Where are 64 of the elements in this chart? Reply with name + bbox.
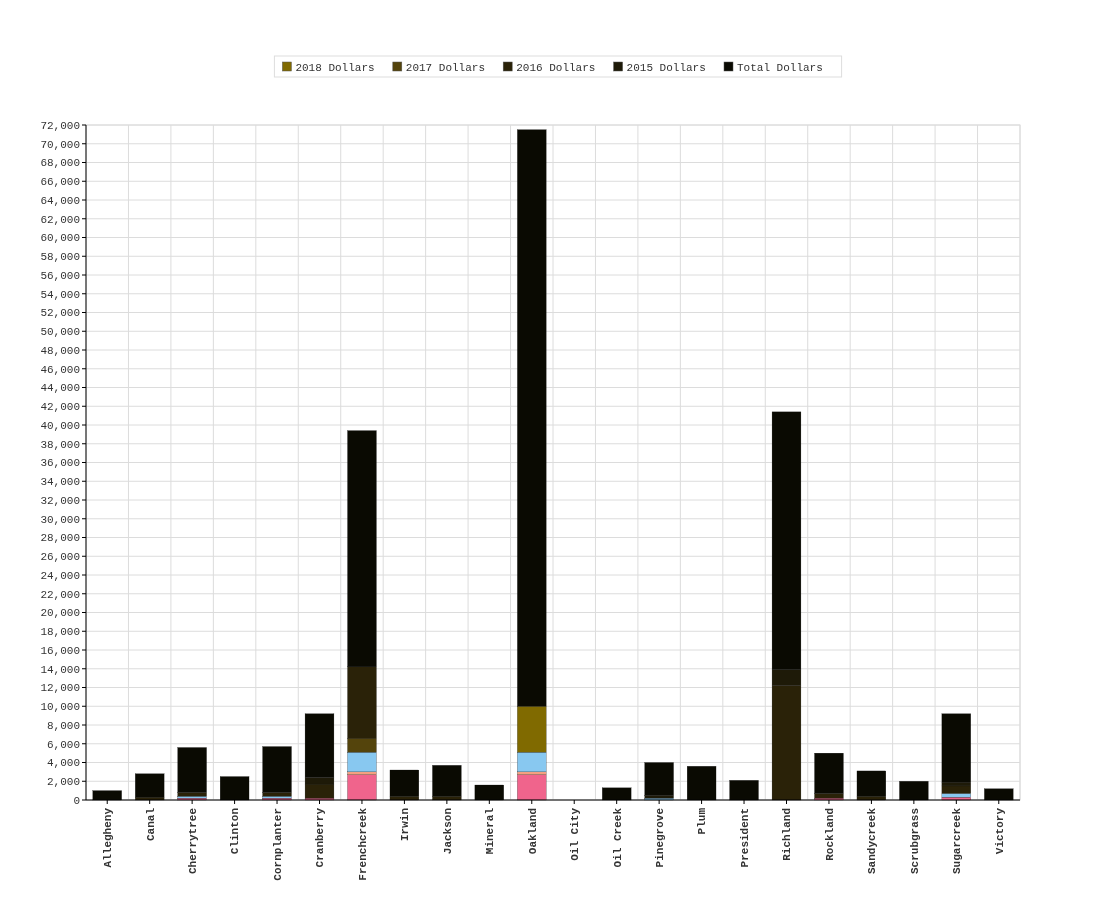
legend-label: 2018 Dollars (295, 61, 375, 74)
y-tick-label: 24,000 (40, 569, 80, 582)
y-tick-label: 36,000 (40, 457, 80, 470)
y-tick-label: 4,000 (46, 757, 80, 770)
y-tick-label: 72,000 (40, 119, 80, 132)
x-tick-label: Rockland (823, 808, 836, 861)
x-tick-label: Oakland (526, 808, 539, 855)
y-tick-label: 20,000 (40, 607, 80, 620)
y-tick-label: 68,000 (40, 157, 80, 170)
y-tick-label: 16,000 (40, 644, 80, 657)
legend-label: 2016 Dollars (516, 61, 596, 74)
x-tick-label: President (738, 808, 751, 868)
x-tick-label: Pinegrove (653, 807, 666, 868)
x-tick-label: Sugarcreek (951, 807, 964, 875)
y-tick-label: 60,000 (40, 232, 80, 245)
y-tick-label: 54,000 (40, 288, 80, 301)
y-tick-label: 32,000 (40, 494, 80, 507)
y-tick-label: 14,000 (40, 663, 80, 676)
y-tick-label: 48,000 (40, 344, 80, 357)
x-tick-label: Richland (781, 808, 794, 861)
x-tick-label: Oil City (569, 807, 582, 861)
legend-label: Total Dollars (737, 61, 823, 74)
y-tick-label: 0 (73, 794, 80, 807)
y-tick-label: 70,000 (40, 138, 80, 151)
y-tick-label: 66,000 (40, 176, 80, 189)
legend-label: 2017 Dollars (405, 61, 486, 74)
y-tick-label: 56,000 (40, 269, 80, 282)
x-tick-label: Cranberry (314, 807, 327, 868)
y-tick-label: 52,000 (40, 307, 80, 320)
legend-label: 2015 Dollars (626, 61, 706, 74)
x-tick-label: Plum (696, 807, 709, 835)
y-tick-label: 12,000 (40, 682, 80, 695)
x-tick-label: Allegheny (102, 807, 115, 868)
y-tick-label: 2,000 (46, 776, 80, 789)
y-tick-label: 30,000 (40, 513, 80, 526)
x-tick-label: Sandycreek (866, 807, 879, 875)
y-tick-label: 46,000 (40, 363, 80, 376)
x-tick-label: Cherrytree (186, 807, 199, 875)
y-tick-label: 58,000 (40, 251, 80, 264)
y-tick-label: 6,000 (46, 738, 80, 751)
x-tick-label: Clinton (229, 808, 242, 855)
y-tick-label: 26,000 (40, 551, 80, 564)
y-tick-label: 40,000 (40, 419, 80, 432)
y-tick-label: 10,000 (40, 701, 80, 714)
y-tick-label: 50,000 (40, 326, 80, 339)
x-tick-label: Irwin (399, 808, 412, 842)
y-tick-label: 28,000 (40, 532, 80, 545)
y-tick-label: 8,000 (46, 719, 80, 732)
x-tick-label: Victory (993, 807, 1006, 855)
x-tick-label: Oil Creek (611, 807, 624, 868)
y-tick-label: 42,000 (40, 401, 80, 414)
x-tick-label: Scrubgrass (908, 808, 921, 875)
y-tick-label: 62,000 (40, 213, 80, 226)
x-tick-label: Cornplanter (271, 808, 284, 881)
x-tick-label: Frenchcreek (356, 807, 369, 881)
y-tick-label: 44,000 (40, 382, 80, 395)
x-tick-label: Mineral (484, 807, 497, 855)
y-tick-label: 64,000 (40, 194, 80, 207)
x-tick-label: Canal (144, 807, 157, 842)
y-tick-label: 18,000 (40, 626, 80, 639)
y-tick-label: 38,000 (40, 438, 80, 451)
y-tick-label: 22,000 (40, 588, 80, 601)
y-tick-label: 34,000 (40, 476, 80, 489)
x-tick-label: Jackson (441, 808, 454, 855)
